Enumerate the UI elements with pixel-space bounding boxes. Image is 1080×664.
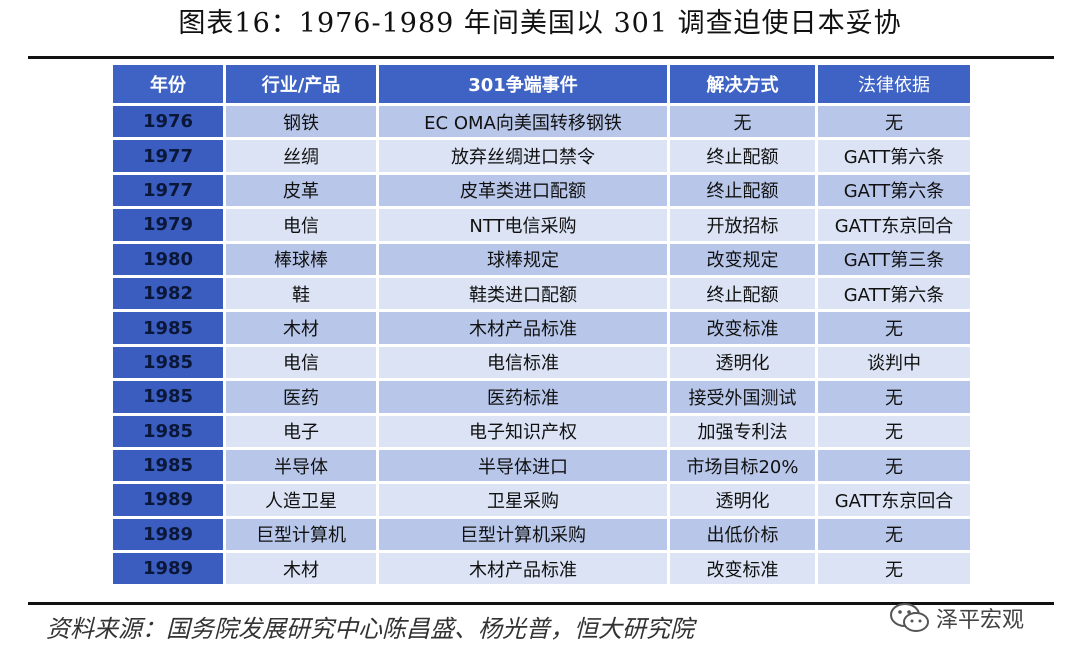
table-row: 1985 木材 木材产品标准 改变标准 无 (113, 312, 970, 344)
cell-legal-basis: 无 (818, 312, 970, 344)
cell-resolution: 终止配额 (670, 140, 815, 172)
cell-legal-basis: 无 (818, 381, 970, 413)
table-header-row: 年份 行业/产品 301争端事件 解决方式 法律依据 (113, 65, 970, 103)
cell-year: 1980 (113, 243, 223, 275)
cell-resolution: 市场目标20% (670, 449, 815, 482)
cell-event: 巨型计算机采购 (379, 518, 667, 551)
table-row: 1989 木材 木材产品标准 改变标准 无 (113, 553, 970, 585)
cell-year: 1985 (113, 449, 223, 482)
dispute-table: 年份 行业/产品 301争端事件 解决方式 法律依据 1976 钢铁 EC OM… (110, 62, 973, 587)
table-row: 1985 半导体 半导体进口 市场目标20% 无 (113, 449, 970, 482)
cell-resolution: 加强专利法 (670, 415, 815, 447)
cell-event: 半导体进口 (379, 449, 667, 482)
cell-industry: 鞋 (226, 277, 376, 310)
cell-year: 1985 (113, 346, 223, 379)
cell-year: 1977 (113, 174, 223, 207)
table-row: 1977 丝绸 放弃丝绸进口禁令 终止配额 GATT第六条 (113, 140, 970, 172)
cell-resolution: 终止配额 (670, 277, 815, 310)
cell-event: 球棒规定 (379, 243, 667, 275)
wechat-icon (890, 603, 929, 632)
source-note: 资料来源：国务院发展研究中心陈昌盛、杨光普，恒大研究院 (46, 615, 694, 643)
table-row: 1989 人造卫星 卫星采购 透明化 GATT东京回合 (113, 484, 970, 516)
cell-event: 电信标准 (379, 346, 667, 379)
cell-legal-basis: 无 (818, 553, 970, 585)
cell-legal-basis: 无 (818, 415, 970, 447)
header-industry: 行业/产品 (226, 65, 376, 103)
header-year: 年份 (113, 65, 223, 103)
cell-resolution: 出低价标 (670, 518, 815, 551)
cell-resolution: 改变规定 (670, 243, 815, 275)
cell-industry: 电信 (226, 209, 376, 241)
cell-year: 1982 (113, 277, 223, 310)
cell-year: 1989 (113, 518, 223, 551)
table-row: 1977 皮革 皮革类进口配额 终止配额 GATT第六条 (113, 174, 970, 207)
cell-legal-basis: 谈判中 (818, 346, 970, 379)
cell-resolution: 开放招标 (670, 209, 815, 241)
table-row: 1989 巨型计算机 巨型计算机采购 出低价标 无 (113, 518, 970, 551)
header-event: 301争端事件 (379, 65, 667, 103)
top-rule (28, 56, 1054, 59)
watermark-logo: 泽平宏观 (888, 598, 1064, 638)
page-title: 图表16：1976-1989 年间美国以 301 调查迫使日本妥协 (178, 8, 902, 39)
cell-industry: 巨型计算机 (226, 518, 376, 551)
cell-legal-basis: GATT第六条 (818, 140, 970, 172)
cell-resolution: 改变标准 (670, 312, 815, 344)
cell-year: 1985 (113, 381, 223, 413)
cell-resolution: 无 (670, 106, 815, 138)
cell-resolution: 改变标准 (670, 553, 815, 585)
cell-legal-basis: GATT第六条 (818, 277, 970, 310)
cell-resolution: 透明化 (670, 484, 815, 516)
cell-industry: 钢铁 (226, 106, 376, 138)
table-row: 1985 电信 电信标准 透明化 谈判中 (113, 346, 970, 379)
cell-event: 木材产品标准 (379, 312, 667, 344)
cell-industry: 木材 (226, 553, 376, 585)
cell-event: 医药标准 (379, 381, 667, 413)
cell-event: EC OMA向美国转移钢铁 (379, 106, 667, 138)
table-row: 1980 棒球棒 球棒规定 改变规定 GATT第三条 (113, 243, 970, 275)
cell-industry: 丝绸 (226, 140, 376, 172)
cell-event: 电子知识产权 (379, 415, 667, 447)
header-resolution: 解决方式 (670, 65, 815, 103)
cell-year: 1985 (113, 415, 223, 447)
cell-legal-basis: 无 (818, 106, 970, 138)
cell-event: NTT电信采购 (379, 209, 667, 241)
cell-legal-basis: GATT第六条 (818, 174, 970, 207)
cell-resolution: 接受外国测试 (670, 381, 815, 413)
table-row: 1985 医药 医药标准 接受外国测试 无 (113, 381, 970, 413)
cell-year: 1976 (113, 106, 223, 138)
table-row: 1979 电信 NTT电信采购 开放招标 GATT东京回合 (113, 209, 970, 241)
cell-year: 1985 (113, 312, 223, 344)
cell-year: 1989 (113, 553, 223, 585)
logo-text: 泽平宏观 (936, 608, 1025, 633)
cell-legal-basis: GATT第三条 (818, 243, 970, 275)
cell-legal-basis: GATT东京回合 (818, 484, 970, 516)
cell-industry: 皮革 (226, 174, 376, 207)
cell-year: 1979 (113, 209, 223, 241)
cell-resolution: 透明化 (670, 346, 815, 379)
cell-event: 木材产品标准 (379, 553, 667, 585)
cell-industry: 电信 (226, 346, 376, 379)
cell-event: 卫星采购 (379, 484, 667, 516)
cell-legal-basis: GATT东京回合 (818, 209, 970, 241)
cell-legal-basis: 无 (818, 518, 970, 551)
cell-event: 鞋类进口配额 (379, 277, 667, 310)
table-row: 1985 电子 电子知识产权 加强专利法 无 (113, 415, 970, 447)
cell-industry: 棒球棒 (226, 243, 376, 275)
table-row: 1982 鞋 鞋类进口配额 终止配额 GATT第六条 (113, 277, 970, 310)
cell-event: 放弃丝绸进口禁令 (379, 140, 667, 172)
header-legal-basis: 法律依据 (818, 65, 970, 103)
cell-event: 皮革类进口配额 (379, 174, 667, 207)
cell-industry: 人造卫星 (226, 484, 376, 516)
cell-legal-basis: 无 (818, 449, 970, 482)
cell-industry: 电子 (226, 415, 376, 447)
cell-industry: 医药 (226, 381, 376, 413)
cell-year: 1977 (113, 140, 223, 172)
cell-resolution: 终止配额 (670, 174, 815, 207)
table-row: 1976 钢铁 EC OMA向美国转移钢铁 无 无 (113, 106, 970, 138)
bottom-rule (28, 602, 1054, 605)
cell-industry: 木材 (226, 312, 376, 344)
cell-year: 1989 (113, 484, 223, 516)
cell-industry: 半导体 (226, 449, 376, 482)
